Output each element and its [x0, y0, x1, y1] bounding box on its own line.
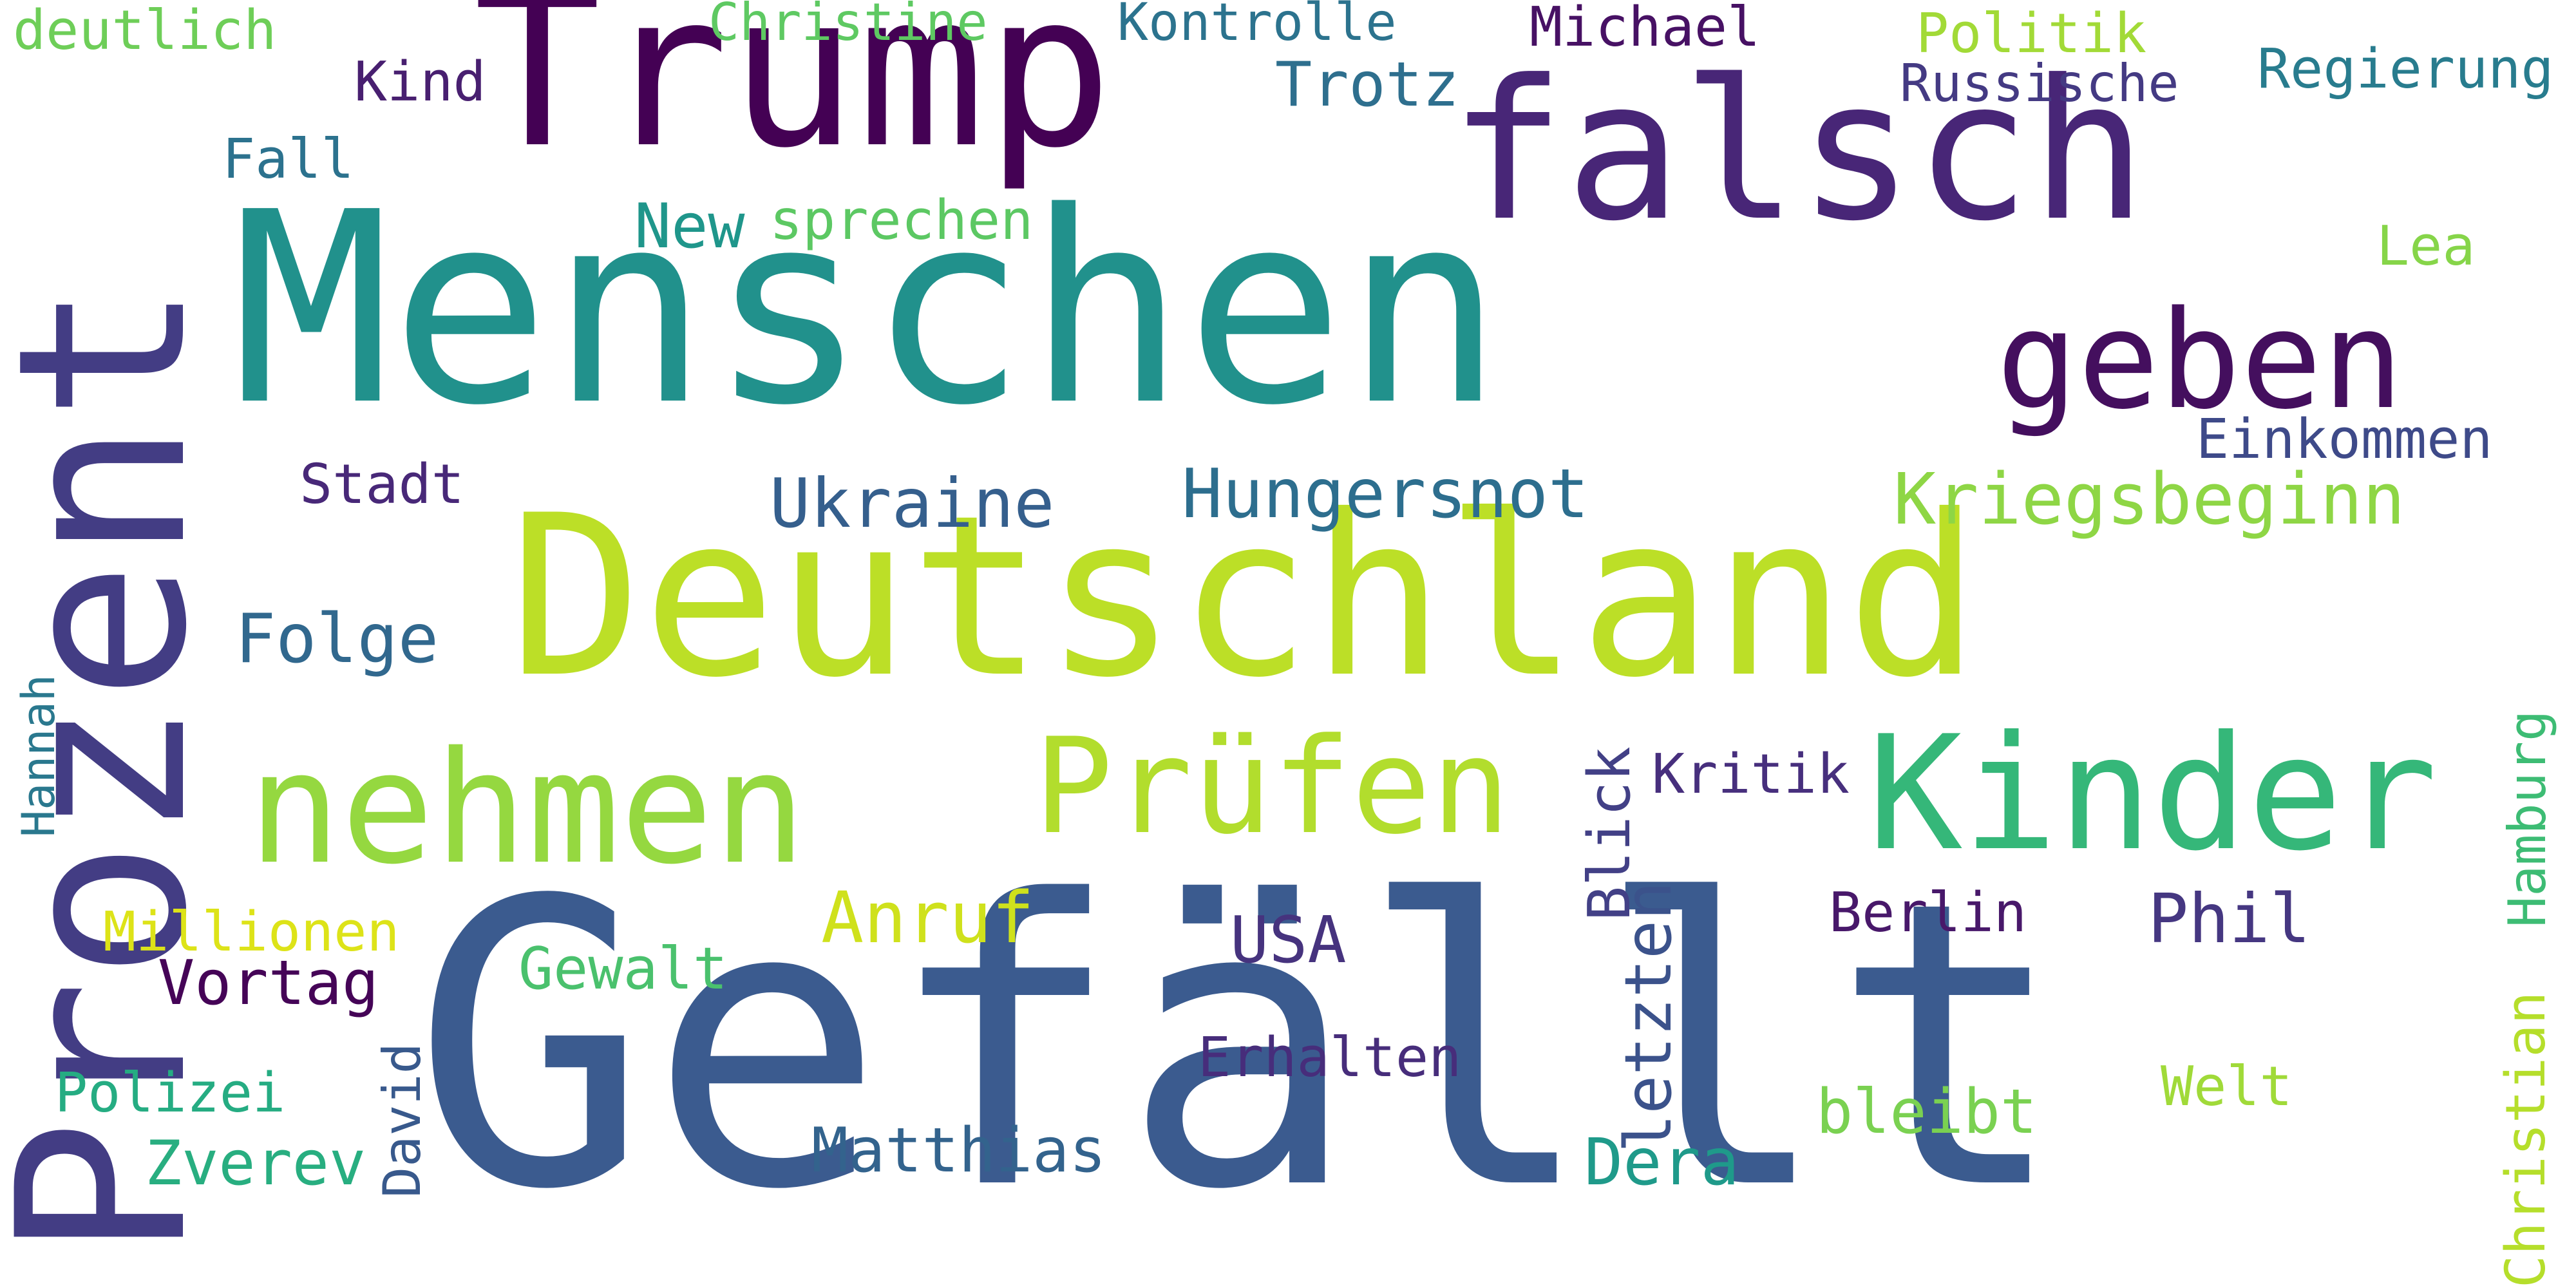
word-regierung: Regierung	[2257, 37, 2554, 101]
word-trotz: Trotz	[1275, 50, 1459, 120]
word-deutschland: Deutschland	[509, 468, 1980, 726]
word-christian: Christian	[2494, 991, 2558, 1288]
word-millionen: Millionen	[103, 900, 400, 964]
word-zverev: Zverev	[145, 1128, 366, 1199]
word-politik: Politik	[1916, 2, 2147, 66]
word-matthias: Matthias	[811, 1115, 1106, 1186]
word-deutlich: deutlich	[13, 0, 277, 62]
word-sprechen: sprechen	[770, 189, 1034, 252]
word-kinder: Kinder	[1868, 702, 2438, 886]
word-einkommen: Einkommen	[2196, 408, 2493, 471]
word-christine: Christine	[708, 0, 988, 52]
word-falsch: falsch	[1449, 39, 2147, 263]
word-new: New	[634, 191, 745, 262]
word-nehmen: nehmen	[248, 718, 806, 898]
word-ukraine: Ukraine	[770, 464, 1055, 543]
word-welt: Welt	[2161, 1055, 2293, 1119]
word-anruf: Anruf	[821, 876, 1035, 959]
word-phil: Phil	[2148, 880, 2311, 958]
word-berlin: Berlin	[1829, 881, 2027, 945]
word-erhalten: Erhalten	[1198, 1026, 1462, 1090]
word-usa: USA	[1230, 902, 1347, 978]
word-fall: Fall	[222, 128, 354, 191]
word-hungersnot: Hungersnot	[1182, 455, 1589, 533]
word-bleibt: bleibt	[1816, 1077, 2038, 1148]
word-polizei: Polizei	[55, 1061, 286, 1125]
word-gefaellt: Gefällt	[412, 818, 2068, 1275]
word-hamburg: Hamburg	[2497, 710, 2557, 927]
word-pruefen: Prüfen	[1034, 710, 1511, 864]
word-lea: Lea	[2376, 214, 2476, 278]
word-geben: geben	[1996, 281, 2404, 439]
word-trump: Trump	[473, 0, 1113, 194]
word-hannah: Hannah	[12, 674, 65, 837]
word-folge: Folge	[235, 600, 439, 678]
word-kriegsbeginn: Kriegsbeginn	[1893, 458, 2405, 540]
word-kind: Kind	[354, 50, 486, 114]
word-kritik: Kritik	[1652, 743, 1850, 806]
word-david: David	[372, 1043, 432, 1198]
word-dera: Dera	[1584, 1124, 1739, 1200]
word-menschen: Menschen	[232, 155, 1504, 463]
word-vortag: Vortag	[158, 948, 379, 1019]
word-michael: Michael	[1530, 0, 1761, 59]
word-gewalt: Gewalt	[518, 935, 728, 1003]
word-stadt: Stadt	[299, 453, 464, 516]
word-letzten: letzten	[1611, 881, 1686, 1153]
word-russische: Russische	[1900, 53, 2179, 113]
word-kontrolle: Kontrolle	[1117, 0, 1397, 52]
word-blick: Blick	[1576, 746, 1643, 921]
